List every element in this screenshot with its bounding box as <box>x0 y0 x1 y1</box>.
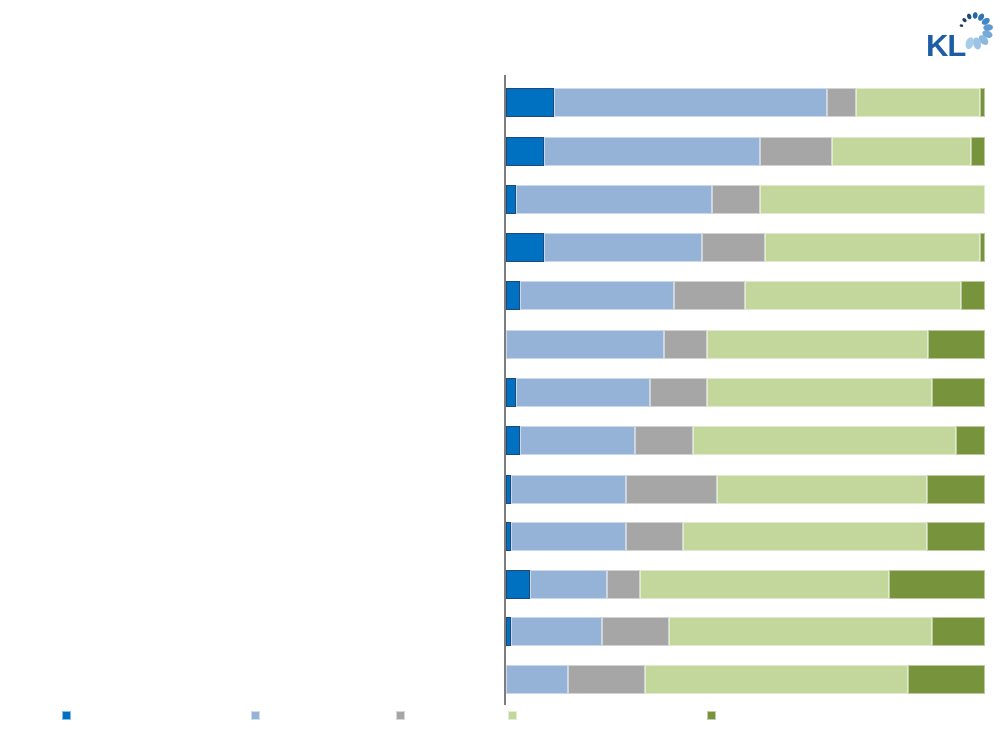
bar-segment-light-blue <box>553 88 827 117</box>
bar-segment-light-green <box>640 570 890 599</box>
bar-segment-dark-green <box>961 281 985 310</box>
bar-segment-light-blue <box>520 281 674 310</box>
bar-segment-gray <box>759 137 832 166</box>
bar-row <box>506 665 985 694</box>
bar-segment-light-green <box>707 378 933 407</box>
bar-segment-light-green <box>668 617 933 646</box>
legend-swatch <box>62 711 71 720</box>
legend-swatch <box>251 711 260 720</box>
bar-segment-dark-blue <box>506 522 511 551</box>
bar-segment-light-green <box>855 88 981 117</box>
bar-segment-dark-green <box>980 233 985 262</box>
bar-segment-gray <box>702 233 765 262</box>
bar-segment-gray <box>601 617 669 646</box>
bar-segment-dark-blue <box>506 137 545 166</box>
bar-segment-light-blue <box>544 233 703 262</box>
bar-segment-gray <box>625 475 717 504</box>
bar-segment-dark-green <box>932 378 985 407</box>
legend-swatch <box>396 711 405 720</box>
bar-segment-light-blue <box>544 137 760 166</box>
bar-segment-light-blue <box>510 522 626 551</box>
bar-segment-light-blue <box>510 617 602 646</box>
bar-segment-dark-green <box>980 88 985 117</box>
bar-segment-dark-blue <box>506 88 554 117</box>
bar-segment-light-green <box>683 522 928 551</box>
bar-segment-dark-green <box>932 617 985 646</box>
bar-row <box>506 378 985 407</box>
bar-row <box>506 281 985 310</box>
bar-segment-light-green <box>831 137 971 166</box>
bar-row <box>506 570 985 599</box>
bar-segment-gray <box>826 88 856 117</box>
kl-logo-text: KL <box>926 28 965 63</box>
bar-row <box>506 426 985 455</box>
bar-segment-gray <box>711 185 760 214</box>
bar-segment-gray <box>635 426 693 455</box>
bar-segment-light-green <box>692 426 957 455</box>
bar-segment-light-green <box>759 185 985 214</box>
bar-row <box>506 475 985 504</box>
legend-swatch <box>508 711 517 720</box>
bar-segment-dark-green <box>908 665 985 694</box>
bar-segment-gray <box>568 665 645 694</box>
bar-segment-light-blue <box>529 570 607 599</box>
bar-row <box>506 617 985 646</box>
bar-segment-dark-green <box>927 522 985 551</box>
bar-segment-light-green <box>644 665 909 694</box>
bar-segment-light-blue <box>510 475 626 504</box>
bar-segment-dark-green <box>889 570 985 599</box>
bar-segment-gray <box>606 570 641 599</box>
bar-row <box>506 137 985 166</box>
kl-logo-icon: KL <box>926 12 994 63</box>
bar-row <box>506 522 985 551</box>
bar-segment-gray <box>625 522 684 551</box>
bar-segment-dark-blue <box>506 233 545 262</box>
bar-segment-dark-green <box>956 426 985 455</box>
bar-segment-dark-blue <box>506 570 530 599</box>
bar-row <box>506 185 985 214</box>
bar-segment-dark-green <box>927 330 985 359</box>
bar-segment-light-blue <box>520 426 636 455</box>
bar-segment-light-green <box>745 281 962 310</box>
bar-row <box>506 330 985 359</box>
bar-segment-dark-blue <box>506 378 516 407</box>
bar-segment-gray <box>649 378 708 407</box>
kl-logo: KL <box>924 6 998 70</box>
bar-segment-light-green <box>716 475 928 504</box>
bar-segment-gray <box>673 281 746 310</box>
bar-segment-gray <box>664 330 708 359</box>
bar-segment-dark-blue <box>506 426 521 455</box>
bar-segment-light-green <box>707 330 928 359</box>
bar-segment-light-blue <box>506 330 665 359</box>
bar-segment-light-blue <box>506 665 569 694</box>
y-axis-line <box>504 75 506 705</box>
kl-logo-swirl-icon <box>959 12 994 50</box>
bar-segment-dark-blue <box>506 281 521 310</box>
bar-segment-dark-blue <box>506 185 516 214</box>
bar-segment-dark-green <box>970 137 985 166</box>
bar-segment-dark-green <box>927 475 985 504</box>
bar-segment-light-green <box>764 233 981 262</box>
bar-segment-light-blue <box>515 185 712 214</box>
bar-segment-light-blue <box>515 378 650 407</box>
bar-row <box>506 88 985 117</box>
bar-segment-dark-blue <box>506 475 511 504</box>
legend-swatch <box>707 711 716 720</box>
bar-row <box>506 233 985 262</box>
bar-segment-dark-blue <box>506 617 511 646</box>
